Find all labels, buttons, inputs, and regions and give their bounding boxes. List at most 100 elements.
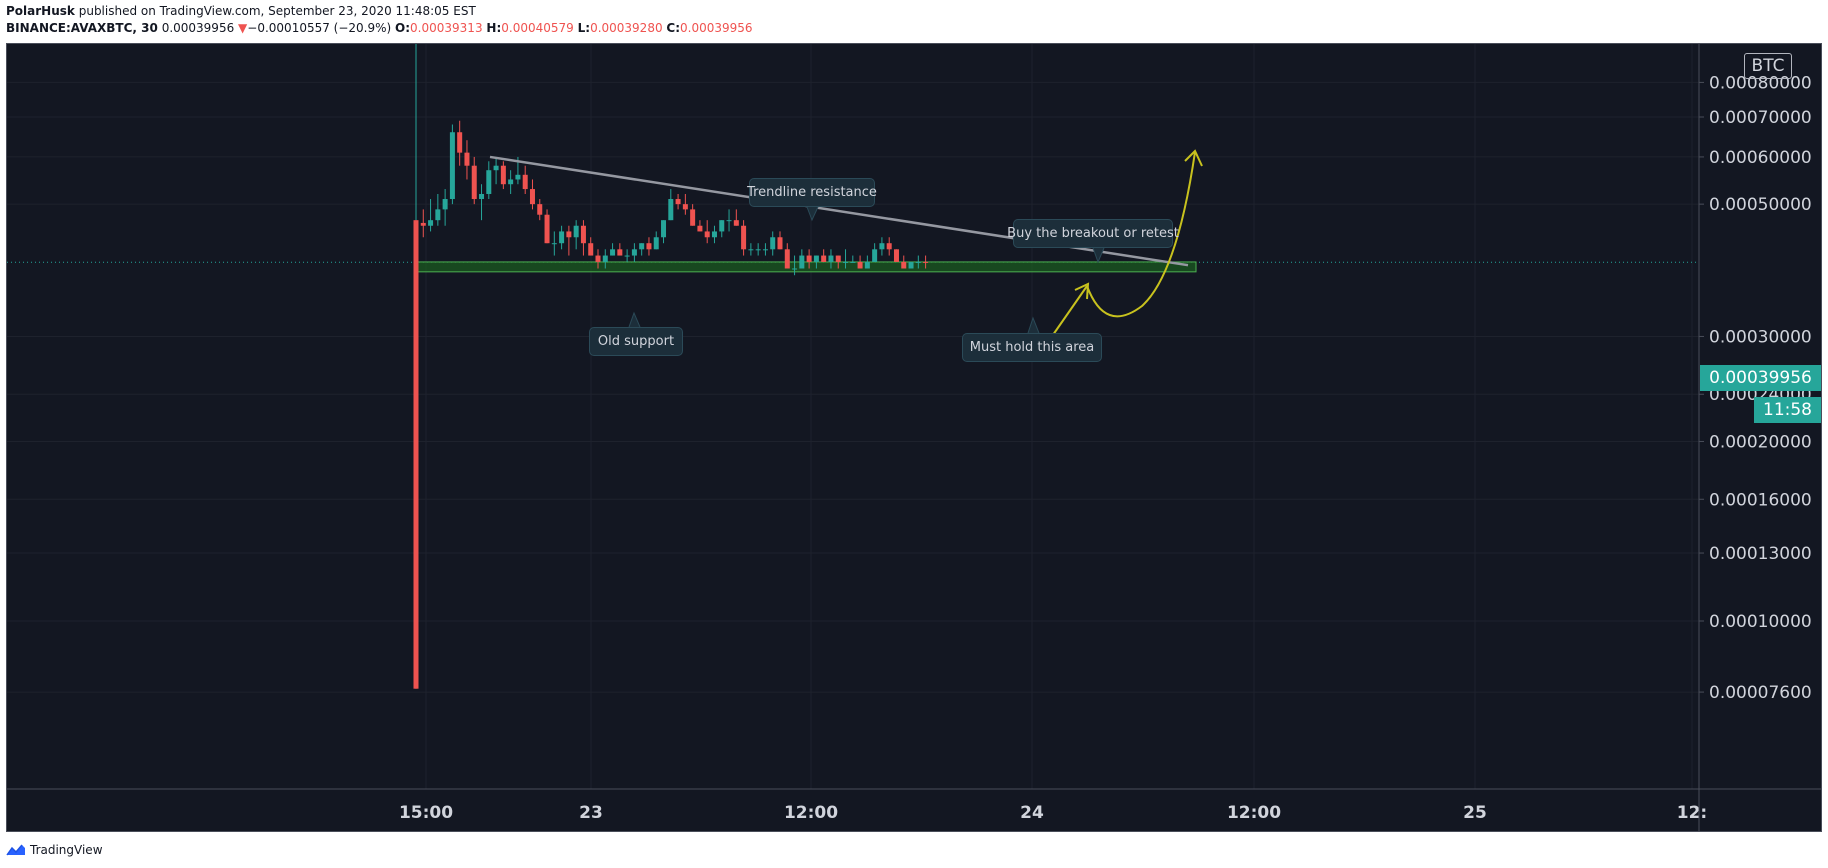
high-value: 0.00040579 [501,21,574,35]
chart-canvas[interactable]: 0.000800000.000700000.000600000.00050000… [7,44,1822,832]
y-tick-label: 0.00010000 [1709,612,1812,632]
callout-pointer [1027,316,1040,334]
projection-arrow-retest [1086,151,1196,318]
candle-body [726,220,732,222]
candle-body [551,243,557,245]
projection-arrowhead-retest [1184,149,1203,167]
y-tick-label: 0.00020000 [1709,432,1812,452]
candle-body [610,249,616,256]
candle-body [617,249,623,256]
ohlc-legend: BINANCE:AVAXBTC, 30 0.00039956 ▼−0.00010… [6,21,753,37]
candle-body [901,261,907,269]
candle-body [537,204,543,215]
candle-body [566,231,572,238]
candle-body [806,255,812,262]
support-zone [417,261,1197,273]
callout-text: Old support [597,334,675,349]
candle-body [762,249,768,251]
candle-body [864,261,870,269]
y-tick-label: 0.00070000 [1709,108,1812,128]
candle-body [668,199,674,221]
publish-info: PolarHusk published on TradingView.com, … [6,4,476,20]
candle-body [646,243,652,250]
candle-body [580,225,586,244]
x-tick-label: 23 [579,803,603,823]
candle-body [792,268,798,270]
candle-body [828,255,834,262]
candle-body [690,209,696,226]
candle-body [923,261,929,263]
candle-body [573,225,579,238]
candle-body [522,174,528,190]
candle-body [872,249,878,262]
x-tick-label: 12: [1677,803,1707,823]
candle-body [893,249,899,262]
candle-body [704,231,710,238]
close-label: C: [666,21,681,35]
candle-body [784,249,790,269]
candle-body [719,220,725,232]
candle-body [908,261,914,269]
candle-body [435,209,441,221]
candle-body [697,225,703,232]
candle-body [821,255,827,262]
candle-body [799,255,805,269]
callout-old-support[interactable]: Old support [589,327,683,356]
y-tick-label: 0.00030000 [1709,327,1812,347]
candle-body [529,189,535,205]
callout-pointer [806,206,819,222]
candle-body [493,165,499,171]
callout-text: Must hold this area [969,340,1095,355]
candle-body [755,249,761,251]
author-name[interactable]: PolarHusk [6,4,75,18]
candle-body [559,231,565,244]
candle-body [544,214,550,244]
candle-body [479,193,485,200]
high-label: H: [486,21,502,35]
candle-body [748,249,754,251]
chart-background [7,44,1821,831]
candle-body [675,199,681,205]
candle-body [639,243,645,250]
callout-text: Buy the breakout or retest [1007,226,1179,241]
x-tick-label: 24 [1020,803,1044,823]
candle-body [508,179,514,185]
candle-body [464,152,470,166]
x-tick-label: 15:00 [399,803,453,823]
candle-body [857,261,863,269]
candle-body [457,132,463,153]
countdown-tag: 11:58 [1754,397,1821,423]
footer: TradingView [6,838,103,862]
callout-must-hold[interactable]: Must hold this area [962,333,1102,362]
x-tick-label: 12:00 [1227,803,1281,823]
tradingview-logo-icon [6,844,25,856]
candle-body [777,237,783,250]
y-tick-label: 0.00007600 [1709,683,1812,703]
low-label: L: [577,21,591,35]
candle-body [428,220,434,226]
footer-brand[interactable]: TradingView [30,843,103,857]
candle-body [420,222,426,226]
y-tick-label: 0.00013000 [1709,544,1812,564]
callout-pointer [628,311,641,328]
open-value: 0.00039313 [410,21,483,35]
x-tick-label: 25 [1463,803,1487,823]
callout-buy-breakout[interactable]: Buy the breakout or retest [1007,219,1179,248]
y-tick-label: 0.00050000 [1709,195,1812,215]
chart-pane[interactable]: 0.00080000 0.00070000 0.00060000 0.00050000… [6,43,1822,832]
candle-body [661,220,667,238]
candle-body [741,225,747,250]
candle-body [631,249,637,256]
published-text: published on TradingView.com, September … [78,4,476,18]
callout-pointer [1092,247,1105,264]
candle-body [595,255,601,262]
x-tick-label: 12:00 [784,803,838,823]
currency-badge[interactable]: BTC [1744,53,1792,79]
close-value: 0.00039956 [680,21,753,35]
candle-body [843,261,849,263]
change-value: −0.00010557 (−20.9%) [247,21,392,35]
candle-body [879,243,885,250]
last-price-tag: 0.00039956 [1700,365,1821,391]
candle-body [486,170,492,194]
callout-trendline-resistance[interactable]: Trendline resistance [747,178,877,207]
